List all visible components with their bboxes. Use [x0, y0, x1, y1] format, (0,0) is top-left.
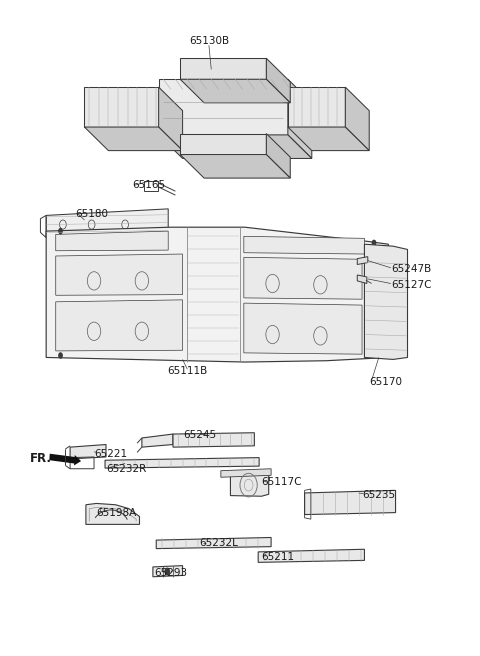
- Polygon shape: [46, 209, 168, 237]
- Polygon shape: [244, 236, 364, 254]
- Text: 65232L: 65232L: [199, 538, 238, 548]
- Polygon shape: [153, 565, 182, 577]
- Polygon shape: [180, 79, 290, 103]
- Polygon shape: [56, 231, 168, 251]
- Polygon shape: [86, 503, 140, 524]
- Polygon shape: [158, 135, 312, 159]
- Circle shape: [372, 239, 376, 246]
- Circle shape: [58, 228, 63, 234]
- Text: 65130B: 65130B: [189, 36, 229, 47]
- Polygon shape: [357, 275, 367, 283]
- Polygon shape: [180, 58, 266, 79]
- Text: 65111B: 65111B: [167, 365, 207, 375]
- Polygon shape: [364, 244, 408, 359]
- Polygon shape: [70, 445, 106, 459]
- Text: 65117C: 65117C: [262, 477, 302, 487]
- Text: 65293: 65293: [154, 569, 187, 579]
- Text: 65180: 65180: [75, 209, 108, 219]
- Polygon shape: [84, 87, 158, 127]
- Text: FR.: FR.: [29, 453, 51, 465]
- Circle shape: [372, 351, 376, 358]
- Text: 65211: 65211: [262, 552, 295, 562]
- Polygon shape: [266, 134, 290, 178]
- Polygon shape: [288, 79, 312, 159]
- Polygon shape: [158, 79, 288, 135]
- Polygon shape: [46, 227, 388, 362]
- Polygon shape: [180, 155, 290, 178]
- Text: 65198A: 65198A: [96, 508, 137, 518]
- Polygon shape: [56, 254, 182, 295]
- Text: 65221: 65221: [94, 449, 127, 459]
- Text: 65247B: 65247B: [391, 264, 431, 274]
- Polygon shape: [244, 303, 362, 354]
- Text: 65165: 65165: [132, 180, 166, 190]
- Polygon shape: [173, 433, 254, 447]
- Polygon shape: [258, 549, 364, 562]
- Polygon shape: [158, 87, 182, 151]
- Polygon shape: [288, 127, 369, 151]
- Polygon shape: [345, 87, 369, 151]
- Polygon shape: [56, 300, 182, 351]
- Text: 65170: 65170: [369, 377, 402, 386]
- FancyArrow shape: [49, 454, 81, 466]
- Polygon shape: [266, 58, 290, 103]
- Text: 65245: 65245: [183, 430, 216, 440]
- Polygon shape: [221, 469, 271, 478]
- Polygon shape: [357, 256, 368, 264]
- Polygon shape: [84, 127, 182, 151]
- Polygon shape: [288, 87, 345, 127]
- Polygon shape: [105, 458, 259, 468]
- Polygon shape: [142, 434, 173, 447]
- Polygon shape: [230, 471, 269, 496]
- Polygon shape: [244, 257, 362, 299]
- Text: 65232R: 65232R: [106, 464, 146, 474]
- Polygon shape: [305, 490, 396, 514]
- Text: 65127C: 65127C: [391, 280, 431, 290]
- Polygon shape: [156, 537, 271, 548]
- Polygon shape: [180, 134, 266, 155]
- Circle shape: [164, 567, 170, 575]
- Circle shape: [58, 352, 63, 359]
- Text: 65235: 65235: [362, 490, 395, 500]
